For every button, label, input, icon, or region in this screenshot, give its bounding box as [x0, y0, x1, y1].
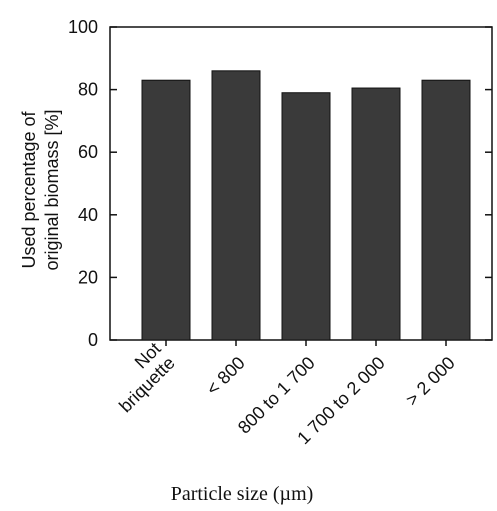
- y-axis-label-line1: Used percentage of: [19, 110, 39, 268]
- x-tick-label-1: < 800: [202, 353, 248, 399]
- y-tick-label: 80: [78, 80, 98, 100]
- bar-0: [141, 79, 191, 341]
- y-tick-label: 100: [68, 17, 98, 37]
- y-tick-label: 60: [78, 142, 98, 162]
- y-tick-label: 0: [88, 330, 98, 350]
- y-axis-label-line2: original biomass [%]: [42, 109, 62, 270]
- y-axis: 0 20 40 60 80 100: [68, 17, 492, 350]
- bars-group: [141, 70, 471, 341]
- x-axis-label: Particle size (µm): [171, 483, 314, 505]
- x-tick-label-line: < 800: [202, 353, 248, 399]
- bar-3: [351, 87, 401, 341]
- bar-2: [281, 92, 331, 341]
- y-tick-label: 40: [78, 205, 98, 225]
- bar-1: [211, 70, 261, 341]
- y-tick-label: 20: [78, 267, 98, 287]
- x-tick-label-line: > 2 000: [402, 353, 459, 410]
- bar-4: [421, 79, 471, 341]
- x-tick-label-4: > 2 000: [402, 353, 459, 410]
